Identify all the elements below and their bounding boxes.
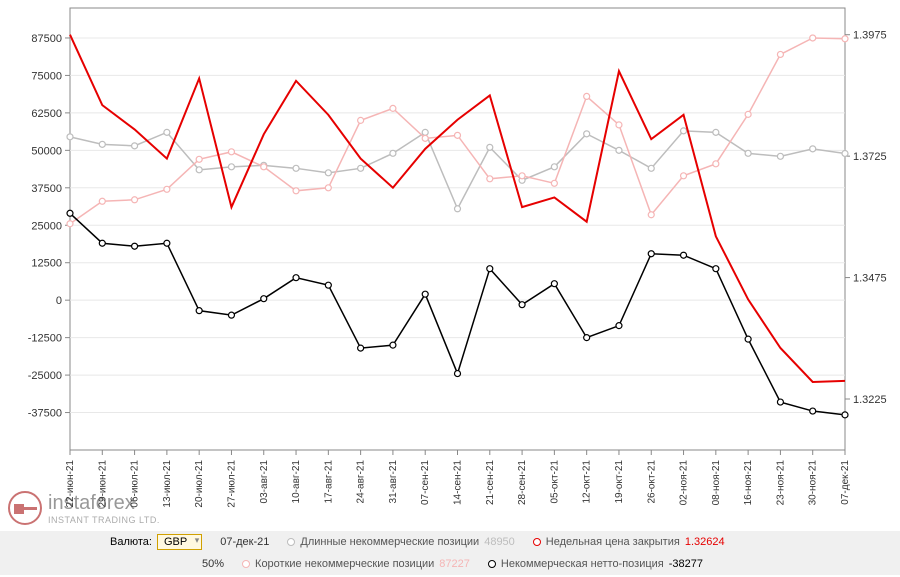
legend-long-label: Длинные некоммерческие позиции (300, 536, 479, 548)
svg-text:24-авг-21: 24-авг-21 (356, 460, 367, 504)
svg-text:13-июл-21: 13-июл-21 (162, 460, 173, 508)
svg-text:-12500: -12500 (28, 333, 62, 345)
marker-long-icon (287, 538, 295, 546)
svg-text:14-сен-21: 14-сен-21 (453, 460, 464, 505)
legend-close: Недельная цена закрытия 1.32624 (533, 536, 725, 548)
svg-text:25000: 25000 (31, 220, 62, 232)
svg-text:28-сен-21: 28-сен-21 (517, 460, 528, 505)
svg-text:87500: 87500 (31, 33, 62, 45)
watermark-sub: INSTANT TRADING LTD. (48, 515, 160, 525)
legend-net: Некоммерческая нетто-позиция -38277 (488, 558, 703, 570)
percent-ref: 50% (202, 558, 224, 570)
watermark-icon (8, 491, 42, 525)
svg-text:07-сен-21: 07-сен-21 (420, 460, 431, 505)
svg-text:37500: 37500 (31, 183, 62, 195)
marker-short-icon (242, 560, 250, 568)
legend-row-1: Валюта: GBP 07-дек-21 Длинные некоммерче… (0, 531, 900, 553)
svg-text:19-окт-21: 19-окт-21 (614, 460, 625, 504)
svg-text:12-окт-21: 12-окт-21 (582, 460, 593, 504)
svg-text:31-авг-21: 31-авг-21 (388, 460, 399, 504)
legend-close-label: Недельная цена закрытия (546, 536, 680, 548)
svg-text:1.3225: 1.3225 (853, 394, 887, 406)
chart-container: -37500 -25000 -12500 0 12500 25000 37500 50000 6… (0, 0, 900, 577)
svg-text:1.3475: 1.3475 (853, 273, 887, 285)
svg-text:17-авг-21: 17-авг-21 (323, 460, 334, 504)
svg-text:50000: 50000 (31, 145, 62, 157)
legend-net-value: -38277 (669, 558, 703, 570)
svg-text:02-ноя-21: 02-ноя-21 (679, 460, 690, 506)
legend-long: Длинные некоммерческие позиции 48950 (287, 536, 514, 548)
svg-text:05-окт-21: 05-окт-21 (549, 460, 560, 504)
svg-text:16-ноя-21: 16-ноя-21 (743, 460, 754, 506)
currency-label: Валюта: (110, 536, 152, 548)
legend-short-value: 87227 (439, 558, 470, 570)
svg-text:30-ноя-21: 30-ноя-21 (808, 460, 819, 506)
svg-text:27-июл-21: 27-июл-21 (226, 460, 237, 508)
svg-text:-25000: -25000 (28, 370, 62, 382)
currency-select[interactable]: GBP (157, 534, 202, 550)
legend-row-2: 50% Короткие некоммерческие позиции 8722… (0, 553, 900, 575)
svg-text:07-дек-21: 07-дек-21 (840, 460, 851, 505)
legend-close-value: 1.32624 (685, 536, 725, 548)
svg-text:1.3975: 1.3975 (853, 30, 887, 42)
svg-text:1.3725: 1.3725 (853, 151, 887, 163)
svg-text:75000: 75000 (31, 70, 62, 82)
date-ref: 07-дек-21 (220, 536, 269, 548)
svg-text:20-июл-21: 20-июл-21 (194, 460, 205, 508)
svg-text:21-сен-21: 21-сен-21 (485, 460, 496, 505)
watermark: instaforex INSTANT TRADING LTD. (8, 491, 160, 525)
svg-text:03-авг-21: 03-авг-21 (259, 460, 270, 504)
legend-short-label: Короткие некоммерческие позиции (255, 558, 434, 570)
marker-close-icon (533, 538, 541, 546)
legend-net-label: Некоммерческая нетто-позиция (501, 558, 664, 570)
svg-text:62500: 62500 (31, 108, 62, 120)
legend-long-value: 48950 (484, 536, 515, 548)
svg-text:-37500: -37500 (28, 408, 62, 420)
legend-short: Короткие некоммерческие позиции 87227 (242, 558, 470, 570)
currency-label-wrap: Валюта: GBP (110, 534, 202, 550)
svg-text:0: 0 (56, 295, 62, 307)
svg-text:26-окт-21: 26-окт-21 (646, 460, 657, 504)
svg-text:23-ноя-21: 23-ноя-21 (775, 460, 786, 506)
svg-text:08-ноя-21: 08-ноя-21 (711, 460, 722, 506)
watermark-main: instaforex (48, 492, 160, 515)
svg-text:10-авг-21: 10-авг-21 (291, 460, 302, 504)
marker-net-icon (488, 560, 496, 568)
svg-text:12500: 12500 (31, 258, 62, 270)
